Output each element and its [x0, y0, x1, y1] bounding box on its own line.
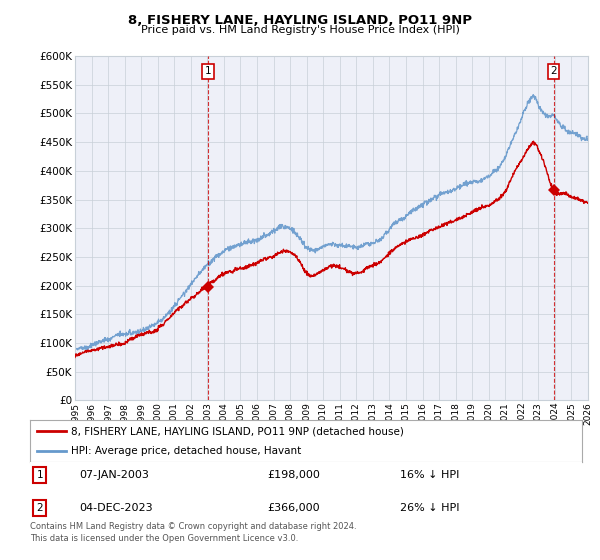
Text: 26% ↓ HPI: 26% ↓ HPI [400, 503, 460, 513]
Text: Price paid vs. HM Land Registry's House Price Index (HPI): Price paid vs. HM Land Registry's House … [140, 25, 460, 35]
Text: 2: 2 [550, 67, 557, 77]
Text: Contains HM Land Registry data © Crown copyright and database right 2024.
This d: Contains HM Land Registry data © Crown c… [30, 522, 356, 543]
Text: 16% ↓ HPI: 16% ↓ HPI [400, 470, 459, 480]
Text: 07-JAN-2003: 07-JAN-2003 [80, 470, 149, 480]
Text: 8, FISHERY LANE, HAYLING ISLAND, PO11 9NP: 8, FISHERY LANE, HAYLING ISLAND, PO11 9N… [128, 14, 472, 27]
Text: 1: 1 [205, 67, 211, 77]
Text: 1: 1 [37, 470, 43, 480]
Text: £198,000: £198,000 [268, 470, 320, 480]
Text: HPI: Average price, detached house, Havant: HPI: Average price, detached house, Hava… [71, 446, 302, 456]
Text: 2: 2 [37, 503, 43, 513]
Text: £366,000: £366,000 [268, 503, 320, 513]
Text: 8, FISHERY LANE, HAYLING ISLAND, PO11 9NP (detached house): 8, FISHERY LANE, HAYLING ISLAND, PO11 9N… [71, 426, 404, 436]
Text: 04-DEC-2023: 04-DEC-2023 [80, 503, 154, 513]
